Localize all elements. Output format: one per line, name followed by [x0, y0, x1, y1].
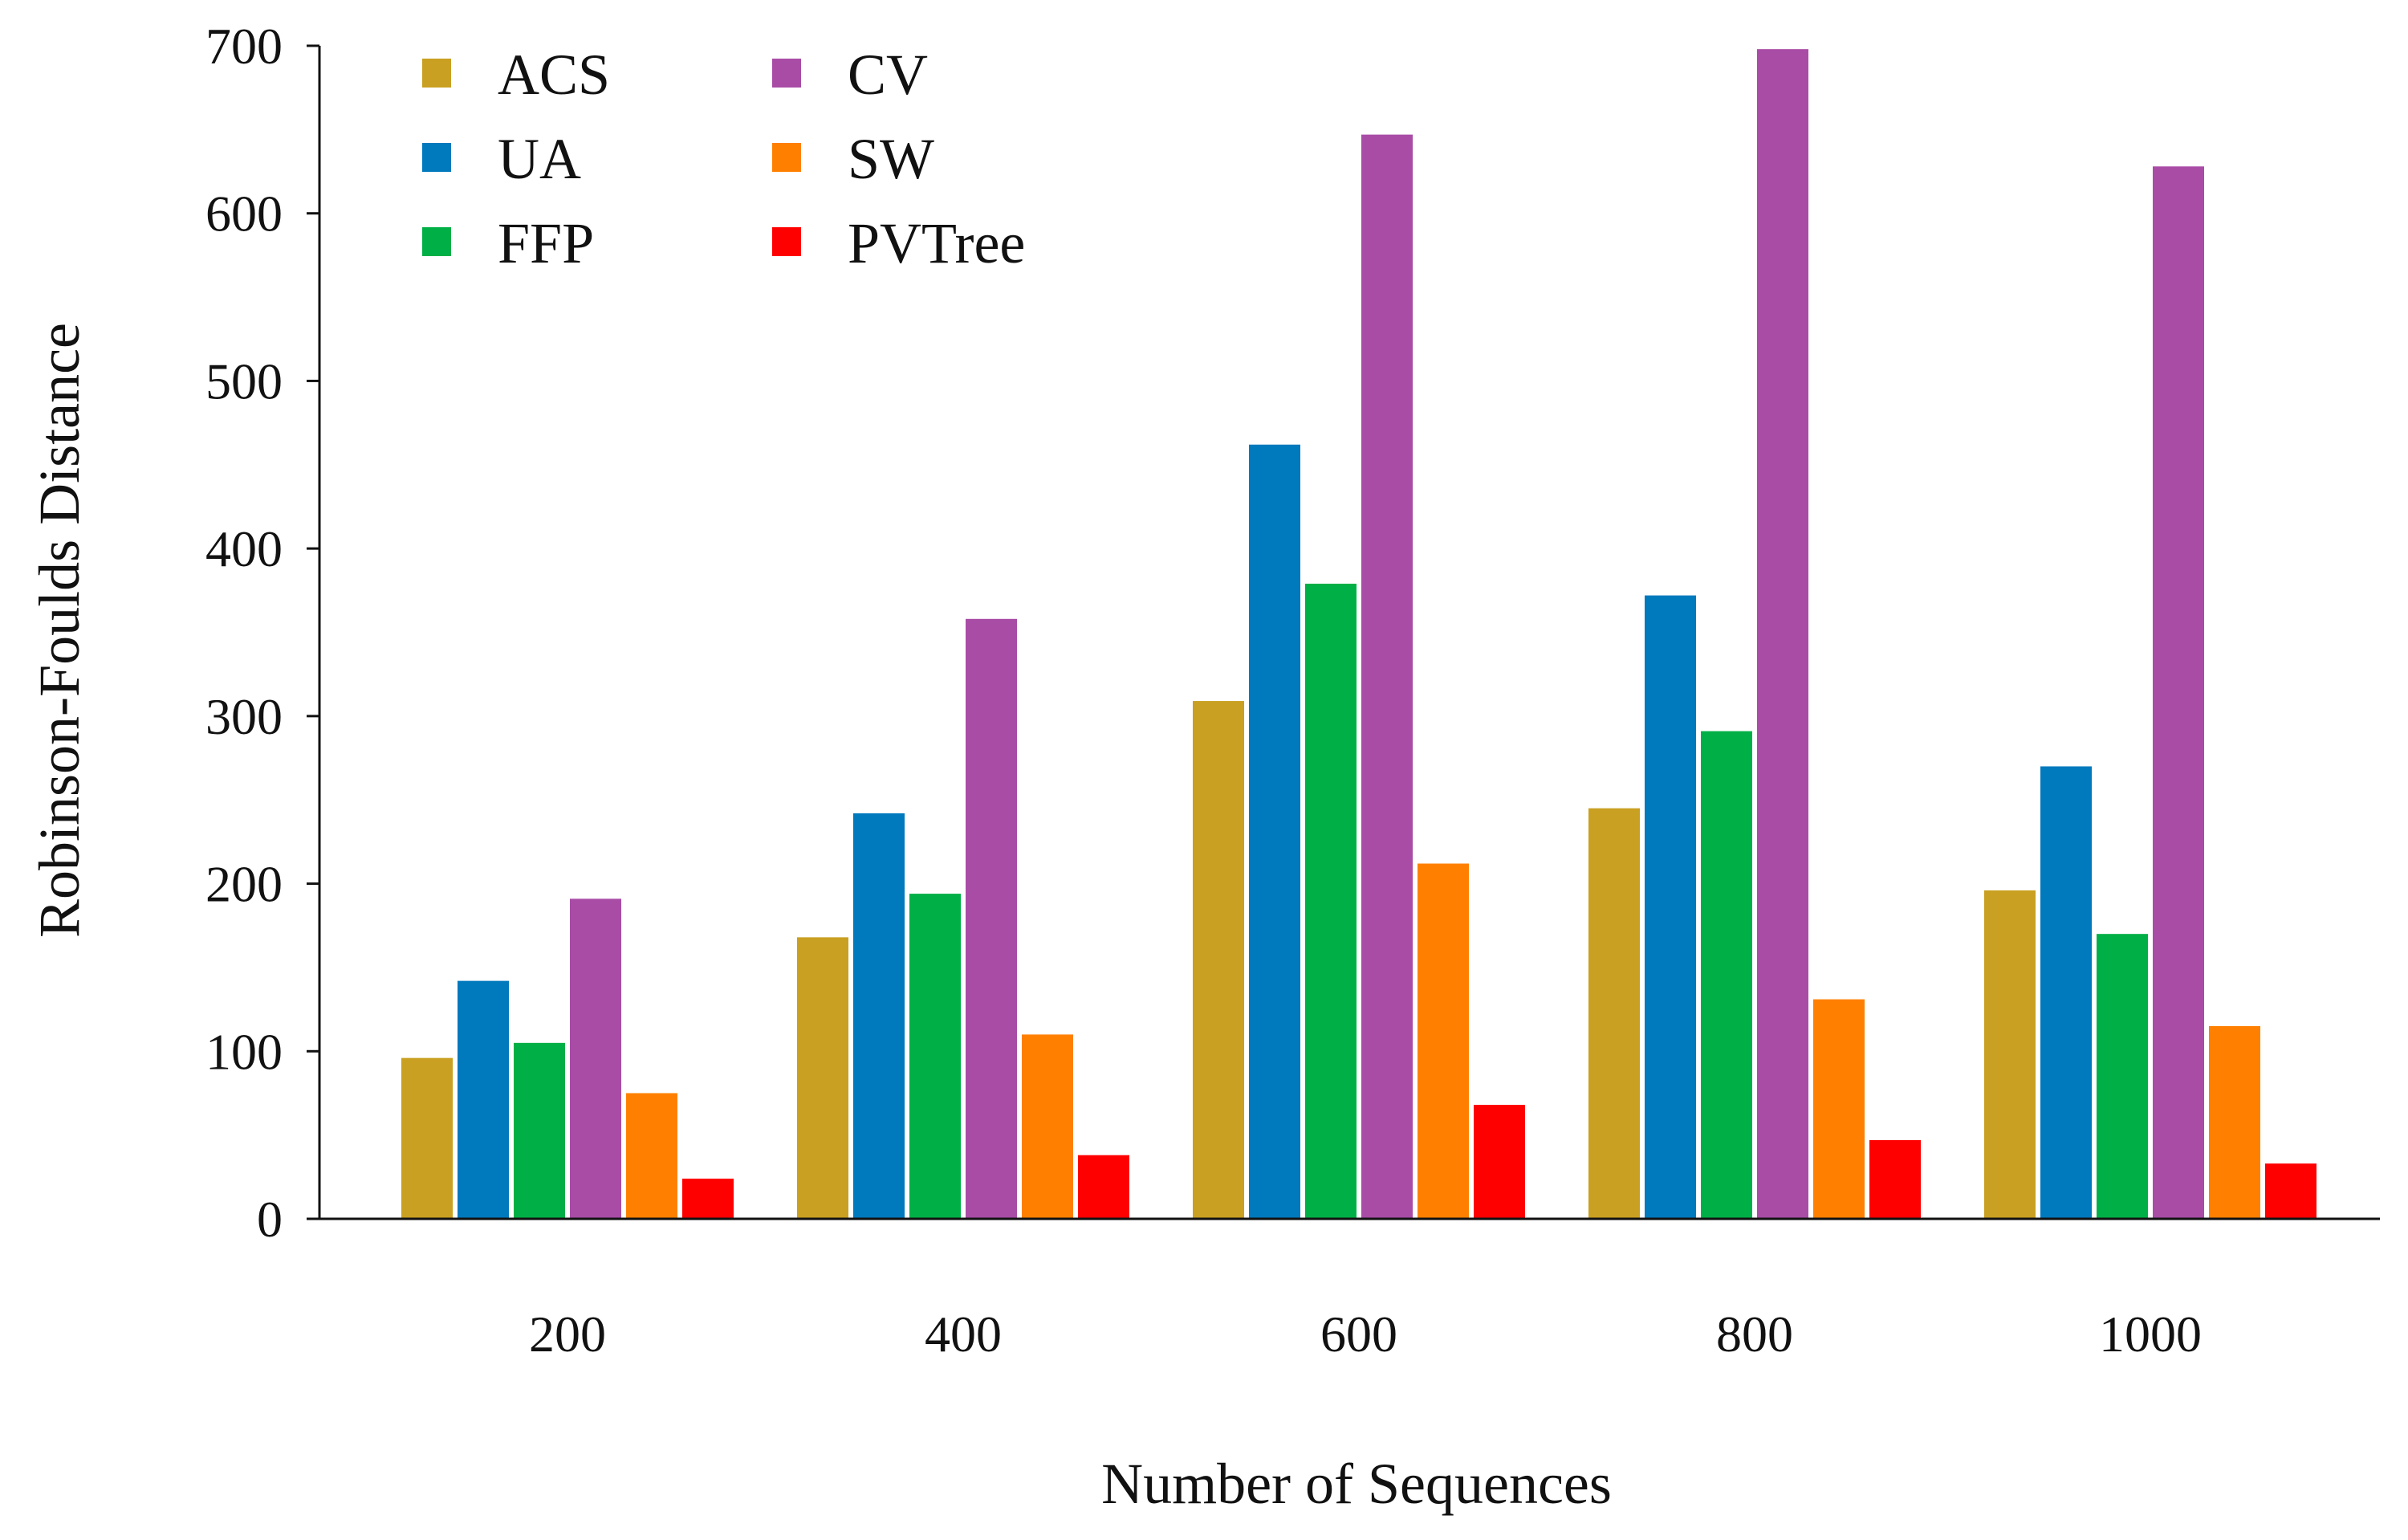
bar-sw-600 [1418, 863, 1469, 1219]
bar-acs-600 [1193, 701, 1244, 1219]
legend-swatch-ffp [422, 227, 451, 256]
bar-pvtree-200 [682, 1178, 734, 1219]
bar-pvtree-400 [1078, 1155, 1129, 1219]
axes-group [318, 46, 2380, 1220]
y-axis-title: Robinson-Foulds Distance [27, 323, 92, 938]
bar-cv-600 [1361, 134, 1413, 1220]
legend-label-acs: ACS [498, 43, 610, 107]
x-tick-label-1000: 1000 [2099, 1306, 2202, 1363]
x-tick-label-400: 400 [925, 1306, 1002, 1363]
bar-cv-800 [1757, 49, 1808, 1219]
bar-pvtree-800 [1869, 1139, 1921, 1219]
bar-ua-200 [458, 980, 509, 1219]
y-tick-label-0: 0 [257, 1191, 283, 1248]
bar-ffp-400 [909, 894, 961, 1219]
bar-cv-1000 [2153, 166, 2204, 1219]
x-tick-label-800: 800 [1716, 1306, 1793, 1363]
bar-pvtree-1000 [2265, 1163, 2316, 1219]
x-axis-title: Number of Sequences [1101, 1452, 1612, 1516]
bar-sw-1000 [2209, 1025, 2260, 1219]
y-tick-label-700: 700 [205, 18, 283, 75]
bar-pvtree-600 [1474, 1105, 1525, 1219]
bar-acs-800 [1588, 808, 1640, 1219]
x-tick-label-600: 600 [1320, 1306, 1397, 1363]
y-tick-label-100: 100 [205, 1023, 283, 1080]
bar-ua-1000 [2040, 766, 2092, 1219]
legend-label-ua: UA [498, 127, 581, 191]
bar-sw-400 [1022, 1034, 1073, 1219]
legend-label-cv: CV [848, 43, 928, 107]
legend-swatch-cv [772, 59, 801, 88]
bar-ffp-600 [1305, 583, 1357, 1219]
bar-cv-400 [966, 618, 1017, 1219]
legend-label-pvtree: PVTree [848, 211, 1025, 275]
bar-acs-200 [401, 1057, 453, 1219]
y-tick-label-600: 600 [205, 185, 283, 242]
legend-swatch-sw [772, 143, 801, 172]
bar-acs-1000 [1984, 890, 2036, 1219]
legend-label-sw: SW [848, 127, 934, 191]
legend-swatch-pvtree [772, 227, 801, 256]
y-ticks-group: 0 100 200 300 400 500 600 700 [205, 18, 319, 1248]
x-tick-label-200: 200 [529, 1306, 606, 1363]
y-tick-label-300: 300 [205, 688, 283, 745]
bar-ffp-1000 [2097, 934, 2148, 1219]
legend-label-ffp: FFP [498, 211, 594, 275]
bar-ua-600 [1249, 444, 1300, 1219]
legend-swatch-ua [422, 143, 451, 172]
bar-sw-200 [626, 1093, 677, 1219]
bar-sw-800 [1813, 999, 1865, 1219]
bar-ua-400 [853, 813, 905, 1219]
bar-acs-400 [797, 937, 848, 1219]
x-ticks-group: 200 400 600 800 1000 [529, 1306, 2202, 1363]
legend: ACS UA FFP CV SW PVTree [422, 43, 1025, 275]
legend-swatch-acs [422, 59, 451, 88]
bar-ffp-200 [514, 1042, 565, 1219]
bar-cv-200 [570, 898, 621, 1219]
bar-ua-800 [1645, 595, 1696, 1219]
bars-group [401, 49, 2316, 1220]
y-tick-label-200: 200 [205, 856, 283, 913]
y-tick-label-500: 500 [205, 352, 283, 409]
bar-ffp-800 [1701, 731, 1752, 1219]
y-tick-label-400: 400 [205, 520, 283, 577]
